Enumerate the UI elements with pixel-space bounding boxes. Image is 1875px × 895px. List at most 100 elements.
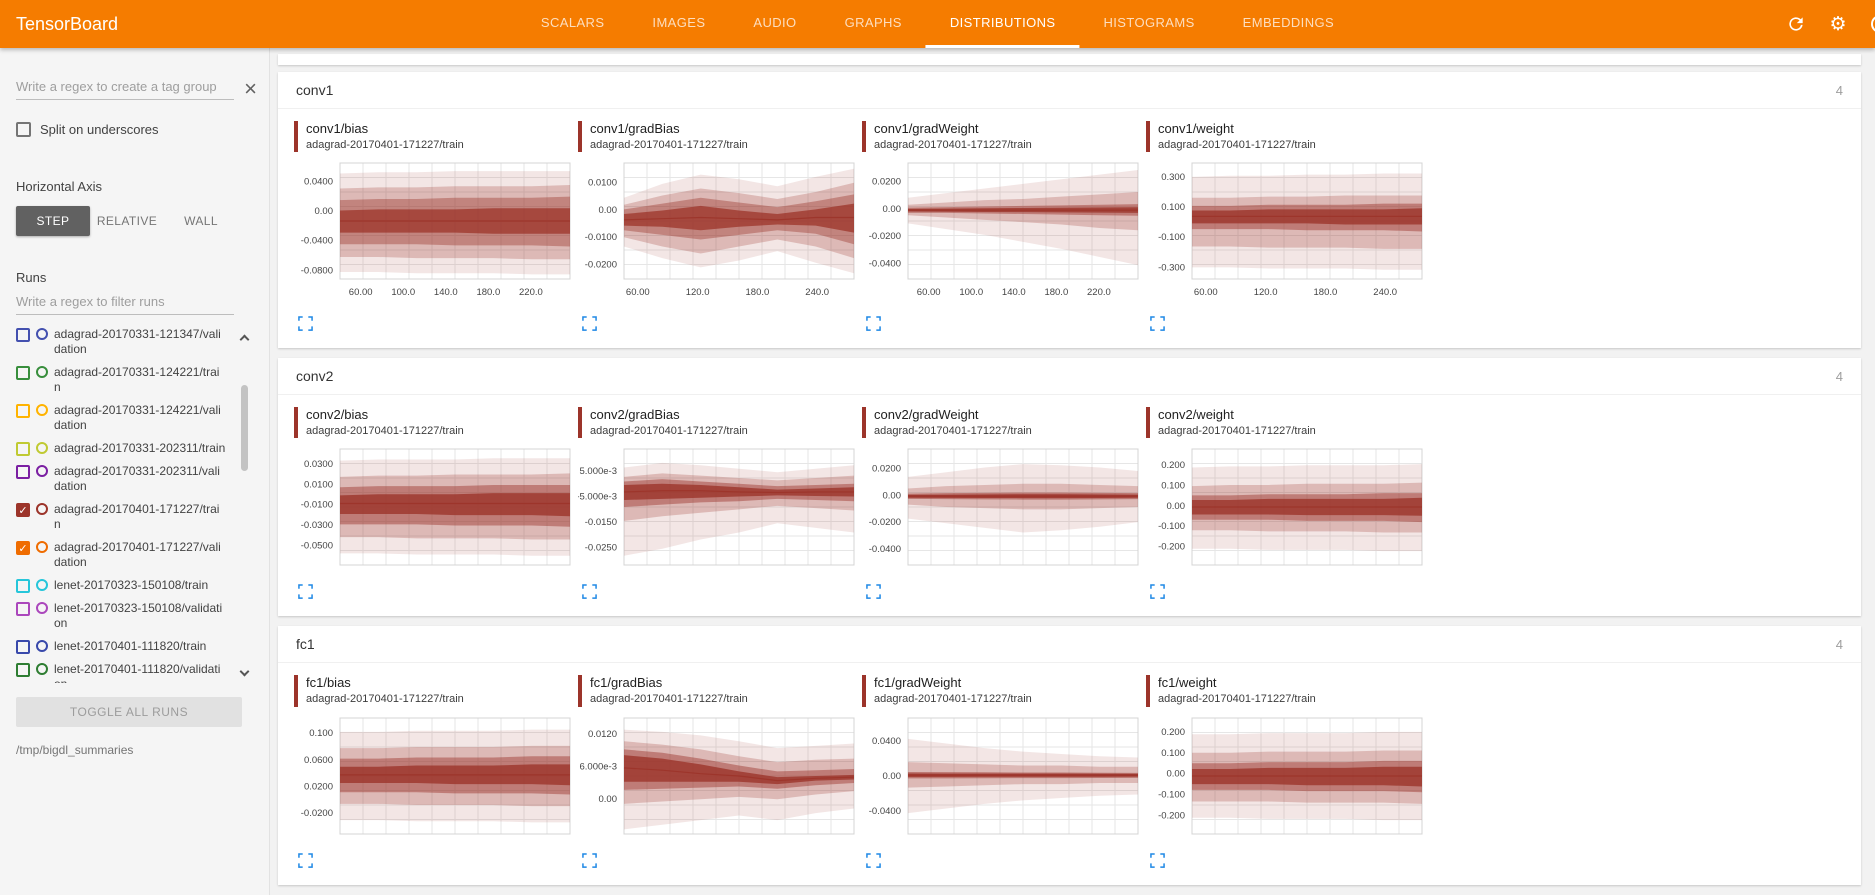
run-radio-icon[interactable] <box>36 328 48 340</box>
svg-text:0.00: 0.00 <box>599 205 618 216</box>
run-radio-icon[interactable] <box>36 663 48 675</box>
run-label: lenet-20170401-111820/train <box>54 639 207 653</box>
tag-regex-input[interactable] <box>16 74 234 100</box>
distribution-chart[interactable]: 5.000e-3 -5.000e-3 -0.0150 -0.0250 <box>578 444 860 576</box>
run-item[interactable]: adagrad-20170331-202311/validation <box>16 464 227 494</box>
settings-gear-icon[interactable]: ⚙ <box>1829 13 1847 35</box>
run-radio-icon[interactable] <box>36 579 48 591</box>
section-header-conv2[interactable]: conv2 4 <box>278 358 1861 396</box>
run-item[interactable]: lenet-20170323-150108/train <box>16 578 227 593</box>
run-checkbox[interactable] <box>16 602 30 616</box>
svg-text:240.0: 240.0 <box>1373 287 1397 298</box>
distribution-chart[interactable]: 0.0200 0.00 -0.0200 -0.0400 60.00 100.0 140.0 1… <box>862 158 1144 308</box>
run-label: adagrad-20170331-124221/train <box>54 365 220 394</box>
run-filter-input[interactable] <box>16 289 234 315</box>
distribution-chart[interactable]: 0.0120 6.000e-3 0.00 <box>578 713 860 845</box>
run-item[interactable]: lenet-20170401-111820/validation <box>16 662 227 683</box>
axis-button-relative[interactable]: RELATIVE <box>90 206 164 236</box>
run-list-scrollbar[interactable] <box>241 385 248 471</box>
expand-chart-icon[interactable] <box>1150 316 1165 331</box>
run-item[interactable]: ✓ adagrad-20170401-171227/validation <box>16 540 227 570</box>
distribution-chart[interactable]: 0.200 0.100 0.00 -0.100 -0.200 <box>1146 713 1428 845</box>
chart-tag-name: conv2/gradWeight <box>874 407 979 423</box>
run-checkbox[interactable] <box>16 663 30 677</box>
expand-chart-icon[interactable] <box>298 316 313 331</box>
svg-text:0.0200: 0.0200 <box>872 177 901 188</box>
distribution-chart[interactable]: 0.0400 0.00 -0.0400 -0.0800 60.00 100.0 140.0 1… <box>294 158 576 308</box>
split-underscores-checkbox[interactable] <box>16 122 31 137</box>
svg-text:180.0: 180.0 <box>476 287 500 298</box>
close-icon[interactable]: × <box>244 76 257 101</box>
chart-title-block: conv2/bias adagrad-20170401-171227/train <box>294 407 578 439</box>
run-item[interactable]: adagrad-20170331-124221/train <box>16 365 227 395</box>
run-checkbox[interactable] <box>16 328 30 342</box>
expand-chart-icon[interactable] <box>298 584 313 600</box>
run-radio-icon[interactable] <box>36 602 48 614</box>
distribution-chart[interactable]: 0.0100 0.00 -0.0100 -0.0200 60.00 120.0 180.0 2… <box>578 158 860 308</box>
run-item[interactable]: lenet-20170323-150108/validation <box>16 601 227 631</box>
expand-chart-icon[interactable] <box>866 584 881 600</box>
run-checkbox[interactable] <box>16 465 30 479</box>
expand-chart-icon[interactable] <box>866 852 881 868</box>
distribution-chart[interactable]: 0.0300 0.0100 -0.0100 -0.0300 -0.0500 <box>294 444 576 576</box>
svg-text:5.000e-3: 5.000e-3 <box>579 466 617 477</box>
svg-text:100.0: 100.0 <box>959 287 983 298</box>
tab-graphs[interactable]: GRAPHS <box>844 15 902 30</box>
help-icon[interactable]: ? <box>1869 13 1875 35</box>
expand-chart-icon[interactable] <box>1150 852 1165 868</box>
distribution-chart[interactable]: 0.100 0.0600 0.0200 -0.0200 <box>294 713 576 845</box>
run-radio-icon[interactable] <box>36 366 48 378</box>
chart-card: fc1/weight adagrad-20170401-171227/train 0… <box>1146 675 1430 872</box>
distribution-chart[interactable]: 0.200 0.100 0.00 -0.100 -0.200 <box>1146 444 1428 576</box>
scroll-down-icon[interactable] <box>235 665 253 681</box>
run-checkbox[interactable]: ✓ <box>16 503 30 517</box>
run-checkbox[interactable] <box>16 640 30 654</box>
distribution-chart[interactable]: 0.0200 0.00 -0.0200 -0.0400 <box>862 444 1144 576</box>
refresh-icon[interactable] <box>1785 13 1807 35</box>
expand-chart-icon[interactable] <box>582 852 597 868</box>
run-item[interactable]: adagrad-20170331-124221/validation <box>16 403 227 433</box>
run-item[interactable]: adagrad-20170331-121347/validation <box>16 327 227 357</box>
run-item[interactable]: adagrad-20170331-202311/train <box>16 441 227 456</box>
expand-chart-icon[interactable] <box>298 852 313 868</box>
run-checkbox[interactable]: ✓ <box>16 541 30 555</box>
section-header-conv1[interactable]: conv1 4 <box>278 72 1861 109</box>
expand-chart-icon[interactable] <box>582 316 597 331</box>
tab-images[interactable]: IMAGES <box>652 15 706 30</box>
run-item[interactable]: lenet-20170401-111820/train <box>16 639 227 654</box>
scroll-up-icon[interactable] <box>235 329 253 345</box>
svg-text:0.00: 0.00 <box>883 771 902 782</box>
section-header-fc1[interactable]: fc1 4 <box>278 626 1861 664</box>
tab-embeddings[interactable]: EMBEDDINGS <box>1242 15 1335 30</box>
run-radio-icon[interactable] <box>36 640 48 652</box>
tab-histograms[interactable]: HISTOGRAMS <box>1103 15 1195 30</box>
run-checkbox[interactable] <box>16 442 30 456</box>
tab-scalars[interactable]: SCALARS <box>540 15 605 30</box>
run-radio-icon[interactable] <box>36 465 48 477</box>
run-checkbox[interactable] <box>16 579 30 593</box>
chart-title-block: conv1/gradBias adagrad-20170401-171227/tr… <box>578 121 862 153</box>
split-underscores-row[interactable]: Split on underscores <box>16 122 253 137</box>
distribution-chart[interactable]: 0.0400 0.00 -0.0400 <box>862 713 1144 845</box>
run-radio-icon[interactable] <box>36 503 48 515</box>
expand-chart-icon[interactable] <box>866 316 881 331</box>
run-radio-icon[interactable] <box>36 404 48 416</box>
run-radio-icon[interactable] <box>36 541 48 553</box>
run-radio-icon[interactable] <box>36 442 48 454</box>
expand-chart-icon[interactable] <box>1150 584 1165 600</box>
distribution-chart[interactable]: 0.300 0.100 -0.100 -0.300 60.00 120.0 180.0 240… <box>1146 158 1428 308</box>
toggle-all-runs-button[interactable]: TOGGLE ALL RUNS <box>16 697 242 727</box>
run-item[interactable]: ✓ adagrad-20170401-171227/train <box>16 502 227 532</box>
axis-button-step[interactable]: STEP <box>16 206 90 236</box>
svg-text:-0.0200: -0.0200 <box>301 808 333 819</box>
svg-text:120.0: 120.0 <box>1254 287 1278 298</box>
tab-audio[interactable]: AUDIO <box>753 15 797 30</box>
axis-button-wall[interactable]: WALL <box>164 206 238 236</box>
run-checkbox[interactable] <box>16 366 30 380</box>
run-checkbox[interactable] <box>16 404 30 418</box>
svg-text:0.0200: 0.0200 <box>872 464 901 475</box>
tag-regex-row: × <box>16 74 257 100</box>
svg-text:-0.0400: -0.0400 <box>301 236 333 247</box>
tab-distributions[interactable]: DISTRIBUTIONS <box>925 0 1080 48</box>
expand-chart-icon[interactable] <box>582 584 597 600</box>
